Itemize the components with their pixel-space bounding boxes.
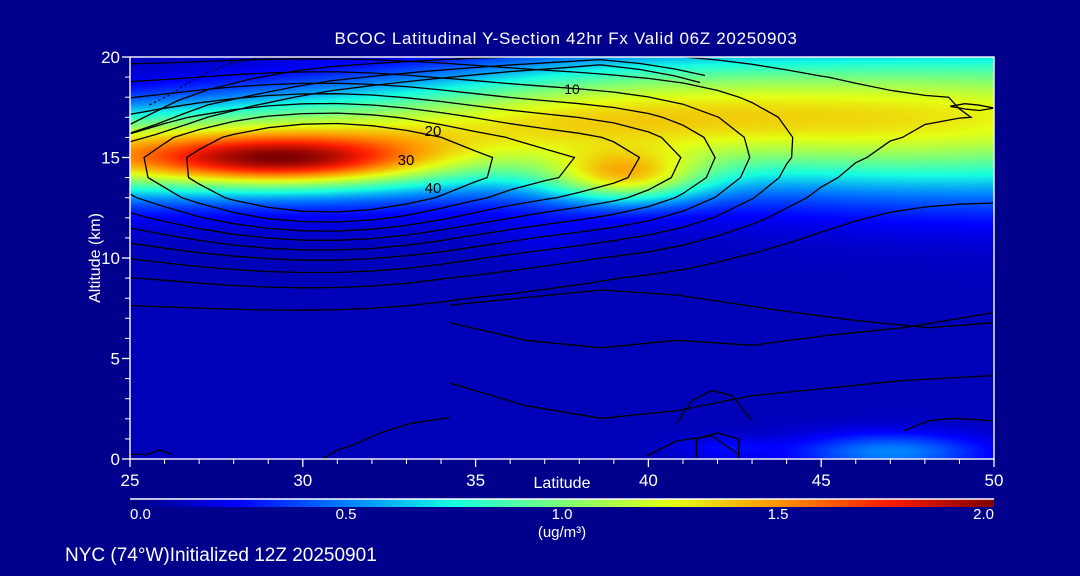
svg-text:5: 5 <box>111 350 120 369</box>
svg-text:0.0: 0.0 <box>130 506 151 523</box>
svg-text:40: 40 <box>425 180 442 197</box>
svg-text:0: 0 <box>455 47 463 63</box>
svg-text:20: 20 <box>101 48 120 67</box>
svg-text:(ug/m³): (ug/m³) <box>538 524 586 541</box>
svg-text:0.5: 0.5 <box>336 506 357 523</box>
svg-text:30: 30 <box>398 152 415 169</box>
svg-text:30: 30 <box>293 471 312 490</box>
svg-text:50: 50 <box>985 471 1004 490</box>
svg-text:15: 15 <box>101 149 120 168</box>
svg-text:2.0: 2.0 <box>973 506 994 523</box>
svg-text:25: 25 <box>121 471 140 490</box>
svg-text:1.5: 1.5 <box>768 506 789 523</box>
svg-text:40: 40 <box>639 471 658 490</box>
svg-text:NYC (74°W)Initialized 12Z 2025: NYC (74°W)Initialized 12Z 20250901 <box>65 545 377 566</box>
svg-text:BCOC Latitudinal Y-Section 42h: BCOC Latitudinal Y-Section 42hr Fx Valid… <box>335 29 798 48</box>
svg-text:35: 35 <box>466 471 485 490</box>
svg-text:10: 10 <box>564 81 580 97</box>
svg-text:1.0: 1.0 <box>552 506 573 523</box>
svg-text:20: 20 <box>425 123 442 140</box>
svg-text:Latitude: Latitude <box>534 475 591 492</box>
svg-text:Altitude (km): Altitude (km) <box>87 213 104 303</box>
svg-text:0: 0 <box>111 450 120 469</box>
svg-text:45: 45 <box>812 471 831 490</box>
